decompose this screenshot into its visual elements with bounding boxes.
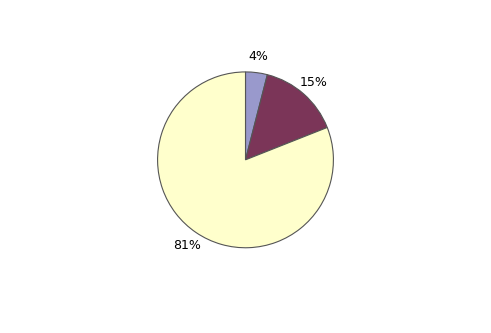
Text: 4%: 4% [248,50,269,63]
Wedge shape [246,72,268,160]
Text: 81%: 81% [173,239,201,252]
Wedge shape [158,72,333,248]
Text: 15%: 15% [300,76,328,89]
Wedge shape [246,75,327,160]
